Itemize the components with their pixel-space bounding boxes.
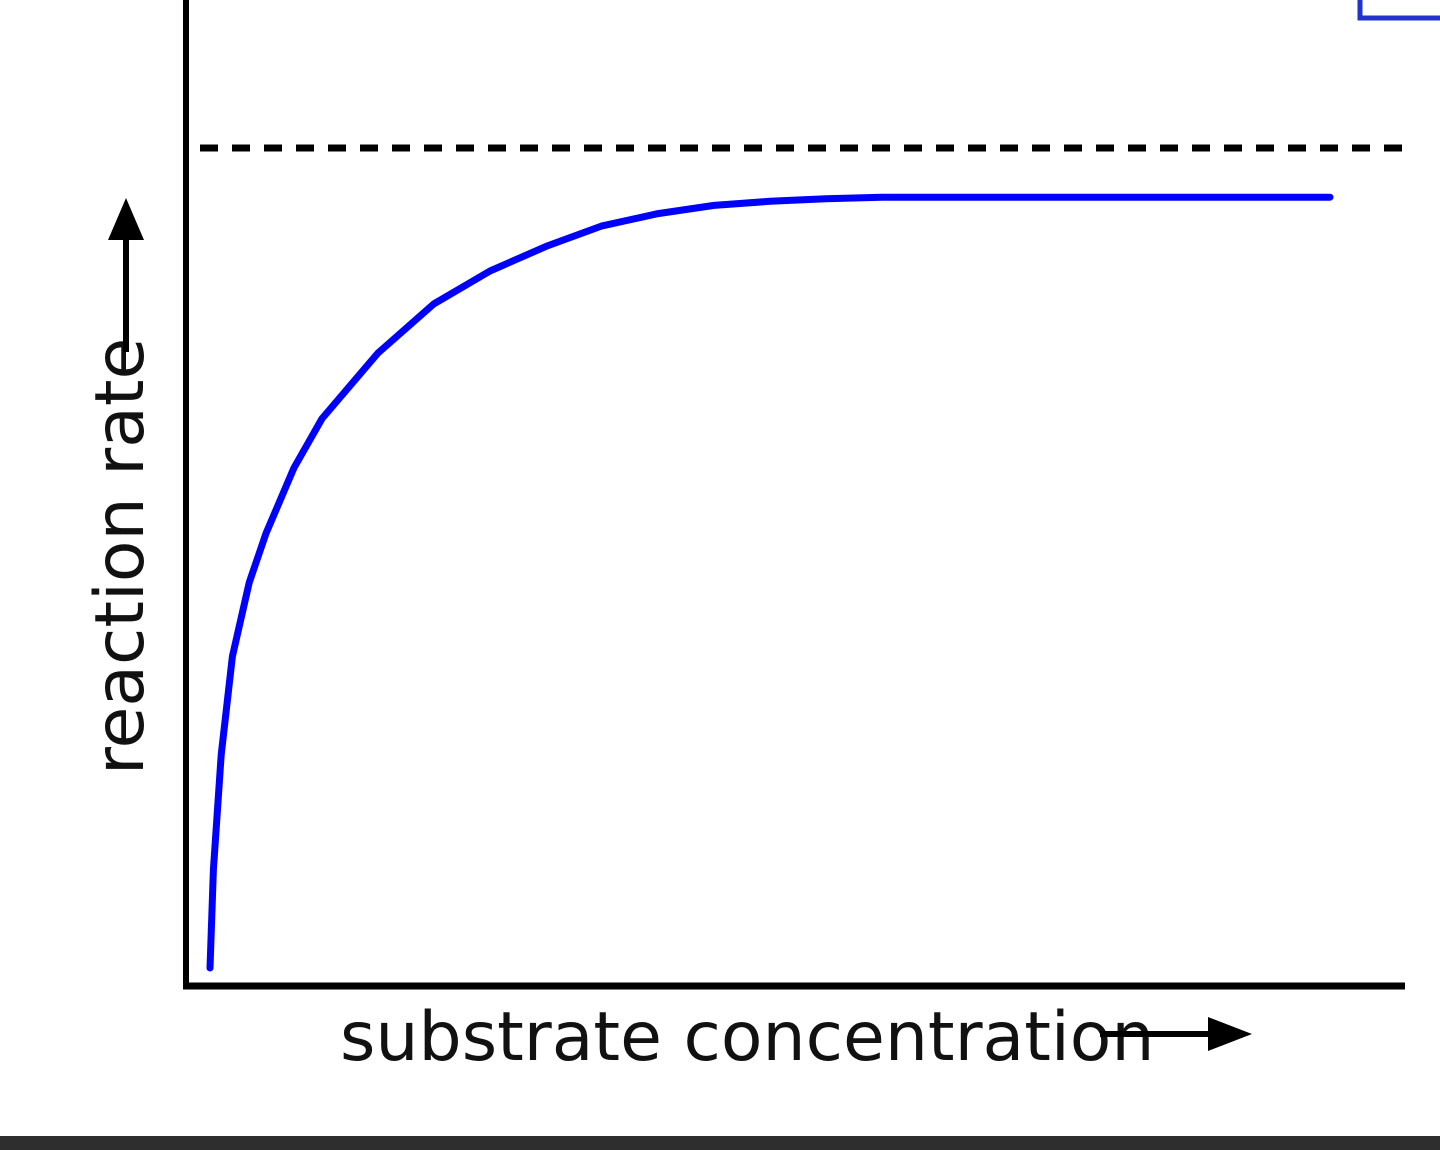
bottom-edge-strip <box>0 1136 1440 1150</box>
y-axis-label: reaction rate <box>81 338 160 775</box>
x-axis-label: substrate concentration <box>340 998 1154 1077</box>
reaction-rate-curve <box>206 193 1334 972</box>
arrow-up-icon <box>108 198 144 352</box>
corner-box-icon <box>1357 0 1440 21</box>
arrow-right-icon <box>1100 1017 1252 1051</box>
